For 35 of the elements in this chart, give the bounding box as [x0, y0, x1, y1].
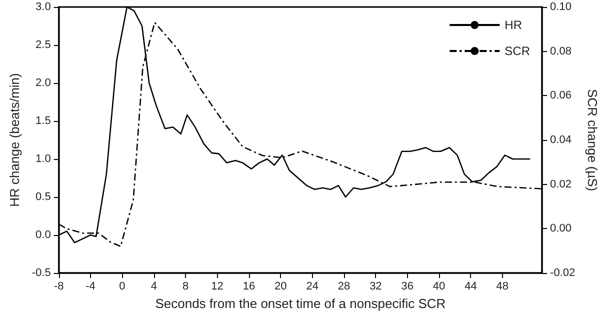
y-tick-label: 0.5 — [36, 191, 51, 203]
x-tick-label: 44 — [464, 280, 477, 292]
y-tick-label: -0.5 — [32, 267, 51, 279]
y2-tick-label: 0.02 — [550, 178, 572, 190]
legend-label: HR — [504, 18, 522, 32]
y-tick-label: 0.0 — [36, 229, 51, 241]
x-tick-label: 4 — [150, 280, 157, 292]
x-tick-label: 36 — [401, 280, 414, 292]
x-tick-label: 28 — [338, 280, 350, 292]
y-tick-label: 2.0 — [36, 77, 51, 89]
x-tick-label: 48 — [496, 280, 509, 292]
y2-tick-label: 0.08 — [550, 45, 572, 58]
y2-tick-label: 0.04 — [550, 134, 572, 146]
x-tick-label: 8 — [182, 280, 189, 292]
y2-tick-label: 0.06 — [550, 90, 572, 102]
y-axis-title: HR change (beats/min) — [7, 73, 22, 207]
x-tick-label: 32 — [370, 280, 382, 292]
y2-tick-label: -0.02 — [550, 267, 576, 279]
x-tick-label: 0 — [119, 280, 126, 292]
x-tick-label: 40 — [432, 280, 446, 292]
y2-tick-label: 0.00 — [550, 222, 572, 235]
legend-label: SCR — [504, 44, 530, 58]
x-tick-label: 20 — [274, 280, 287, 292]
y-tick-label: 1.5 — [36, 115, 51, 127]
x-tick-label: -4 — [86, 280, 96, 292]
x-tick-label: 12 — [211, 280, 224, 292]
y-tick-label: 1.0 — [36, 153, 51, 165]
x-tick-label: -8 — [54, 280, 64, 292]
y-tick-label: 2.5 — [36, 39, 51, 51]
y-tick-label: 3.0 — [36, 1, 51, 13]
x-axis-title: Seconds from the onset time of a nonspecific SCR — [155, 296, 446, 311]
x-tick-label: 24 — [306, 280, 318, 292]
y2-axis-title: SCR change (µS) — [585, 88, 600, 192]
y2-tick-label: 0.10 — [550, 1, 572, 13]
x-tick-label: 16 — [242, 280, 256, 292]
